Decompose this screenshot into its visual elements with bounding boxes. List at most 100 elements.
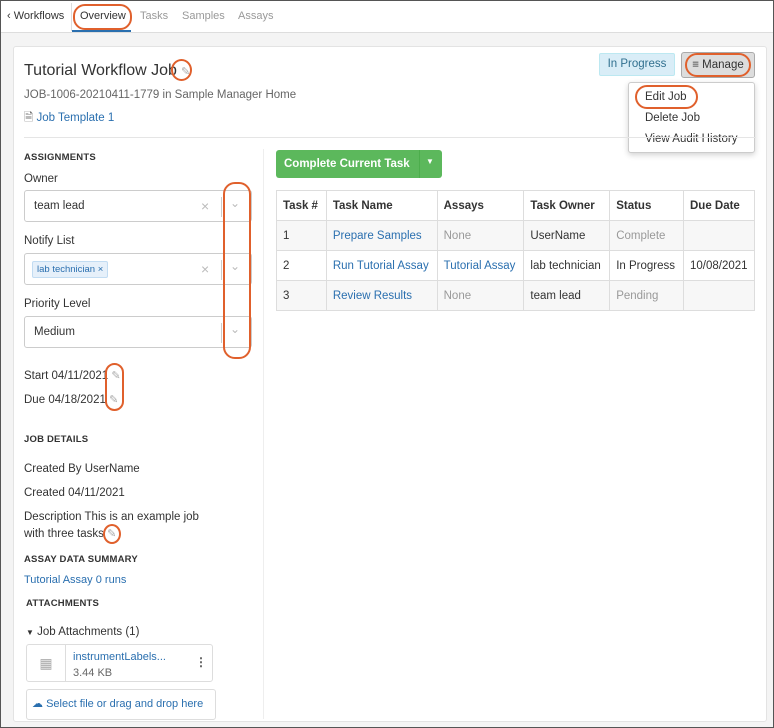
upload-label: Select file or drag and drop here bbox=[46, 698, 204, 710]
table-cell: UserName bbox=[523, 220, 611, 251]
edit-start-pencil-icon[interactable]: ✎ bbox=[111, 370, 121, 382]
job-details-heading: JOB DETAILS bbox=[24, 434, 89, 445]
table-row: 1 Prepare Samples None UserName Complete bbox=[276, 220, 756, 251]
chevron-down-icon[interactable]: ⌄ bbox=[230, 196, 241, 210]
table-cell: 1 bbox=[276, 220, 327, 251]
column-header: Assays bbox=[436, 190, 525, 221]
menu-item-delete-job[interactable]: Delete Job bbox=[645, 112, 700, 124]
assay-summary-heading: ASSAY DATA SUMMARY bbox=[24, 554, 138, 565]
assay-runs[interactable]: 0 runs bbox=[95, 574, 127, 586]
title-row: Tutorial Workflow Job ✎ bbox=[24, 62, 190, 80]
caret-down-icon[interactable]: ▼ bbox=[426, 157, 434, 166]
table-cell: 10/08/2021 bbox=[682, 250, 756, 281]
job-attachments-toggle[interactable]: ▼ Job Attachments (1) bbox=[26, 626, 139, 638]
description-value: This is an example job bbox=[84, 511, 199, 523]
menu-item-view-audit-history[interactable]: View Audit History bbox=[645, 133, 738, 145]
back-to-workflows-link[interactable]: ‹ Workflows bbox=[7, 10, 65, 22]
table-cell: In Progress bbox=[609, 250, 684, 281]
table-cell: Complete bbox=[609, 220, 684, 251]
start-label: Start bbox=[24, 370, 49, 382]
more-options-icon[interactable]: ⋮ bbox=[195, 655, 207, 669]
manage-menu: Edit Job Delete Job View Audit History bbox=[628, 82, 755, 153]
menu-icon: ≡ bbox=[692, 59, 699, 71]
table-cell bbox=[682, 220, 756, 251]
template-label: Job Template 1 bbox=[36, 112, 115, 124]
chevron-down-icon[interactable]: ⌄ bbox=[230, 322, 241, 336]
job-subtitle: JOB-1006-20210411-1779 in Sample Manager… bbox=[24, 89, 297, 101]
table-cell: 2 bbox=[276, 250, 327, 281]
priority-label: Priority Level bbox=[24, 298, 91, 310]
caret-down-icon: ▼ bbox=[26, 628, 34, 637]
owner-value: team lead bbox=[34, 200, 85, 212]
column-divider bbox=[263, 149, 264, 719]
divider bbox=[71, 3, 72, 31]
priority-select[interactable]: Medium ⌄ bbox=[24, 316, 252, 348]
chevron-down-icon[interactable]: ⌄ bbox=[230, 259, 241, 273]
status-badge: In Progress bbox=[599, 53, 675, 76]
created-value: 04/11/2021 bbox=[68, 487, 125, 499]
column-header: Task Owner bbox=[523, 190, 611, 221]
cloud-upload-icon: ☁ bbox=[32, 698, 43, 710]
priority-value: Medium bbox=[34, 326, 75, 338]
attachment-size: 3.44 KB bbox=[73, 667, 113, 679]
file-upload-dropzone[interactable]: ☁ Select file or drag and drop here bbox=[26, 689, 216, 720]
table-cell: Pending bbox=[609, 280, 684, 311]
file-icon: ▦ bbox=[27, 645, 66, 681]
job-template-link[interactable]: 🗎 Job Template 1 bbox=[24, 110, 114, 129]
tab-overview[interactable]: Overview bbox=[80, 10, 126, 22]
document-icon: 🗎 bbox=[24, 112, 34, 124]
created-by-label: Created By bbox=[24, 463, 82, 475]
start-date: 04/11/2021 bbox=[51, 370, 109, 382]
clear-icon[interactable]: × bbox=[201, 261, 210, 277]
tab-assays[interactable]: Assays bbox=[238, 10, 274, 22]
column-header: Due Date bbox=[682, 190, 756, 221]
edit-due-pencil-icon[interactable]: ✎ bbox=[109, 394, 119, 406]
table-cell bbox=[682, 280, 756, 311]
description-label: Description bbox=[24, 511, 82, 523]
table-row: 3 Review Results None team lead Pending bbox=[276, 280, 756, 311]
clear-icon[interactable]: × bbox=[201, 198, 210, 214]
assay-link[interactable]: Tutorial Assay bbox=[24, 574, 93, 586]
owner-label: Owner bbox=[24, 173, 58, 185]
column-header: Task # bbox=[276, 190, 327, 221]
owner-select[interactable]: team lead × ⌄ bbox=[24, 190, 252, 222]
back-label: Workflows bbox=[13, 10, 65, 22]
table-cell[interactable]: Review Results bbox=[325, 280, 438, 311]
attachment-card[interactable]: ▦ instrumentLabels... 3.44 KB ⋮ bbox=[26, 644, 213, 682]
edit-title-pencil-icon[interactable]: ✎ bbox=[180, 66, 191, 78]
tab-tasks[interactable]: Tasks bbox=[140, 10, 169, 22]
notify-tag: lab technician × bbox=[32, 261, 109, 278]
tab-samples[interactable]: Samples bbox=[182, 10, 225, 22]
complete-current-task-button[interactable]: Complete Current Task bbox=[284, 158, 410, 170]
job-attachments-label: Job Attachments (1) bbox=[37, 626, 140, 638]
attachments-heading: ATTACHMENTS bbox=[26, 598, 100, 609]
table-cell[interactable]: Run Tutorial Assay bbox=[325, 250, 438, 281]
created-by-value: UserName bbox=[84, 463, 140, 475]
due-date: 04/18/2021 bbox=[48, 394, 106, 406]
complete-task-button-group: Complete Current Task ▼ bbox=[276, 150, 442, 178]
table-cell[interactable]: Prepare Samples bbox=[325, 220, 438, 251]
divider bbox=[24, 137, 756, 138]
edit-description-pencil-icon[interactable]: ✎ bbox=[107, 528, 117, 540]
manage-button[interactable]: ≡ Manage bbox=[681, 52, 755, 78]
table-cell: None bbox=[436, 220, 525, 251]
description-value-cont: with three tasks bbox=[24, 528, 104, 540]
table-cell: team lead bbox=[523, 280, 611, 311]
tasks-table: Task # Task Name Assays Task Owner Status Due… bbox=[276, 190, 756, 311]
notify-list-label: Notify List bbox=[24, 235, 75, 247]
menu-item-edit-job[interactable]: Edit Job bbox=[645, 91, 687, 103]
table-cell[interactable]: Tutorial Assay bbox=[436, 250, 525, 281]
notify-tag-label: lab technician bbox=[37, 264, 96, 275]
table-row: 2 Run Tutorial Assay Tutorial Assay lab tec… bbox=[276, 250, 756, 281]
created-label: Created bbox=[24, 487, 65, 499]
notify-list-select[interactable]: lab technician × × ⌄ bbox=[24, 253, 252, 285]
remove-tag-icon[interactable]: × bbox=[97, 264, 104, 275]
page-title: Tutorial Workflow Job bbox=[24, 62, 177, 79]
manage-label: Manage bbox=[702, 59, 744, 71]
top-nav: ‹ Workflows Overview Tasks Samples Assay… bbox=[1, 1, 773, 33]
table-cell: 3 bbox=[276, 280, 327, 311]
attachment-name[interactable]: instrumentLabels... bbox=[73, 651, 166, 663]
assignments-heading: ASSIGNMENTS bbox=[24, 152, 96, 163]
table-cell: None bbox=[436, 280, 525, 311]
column-header: Task Name bbox=[325, 190, 438, 221]
